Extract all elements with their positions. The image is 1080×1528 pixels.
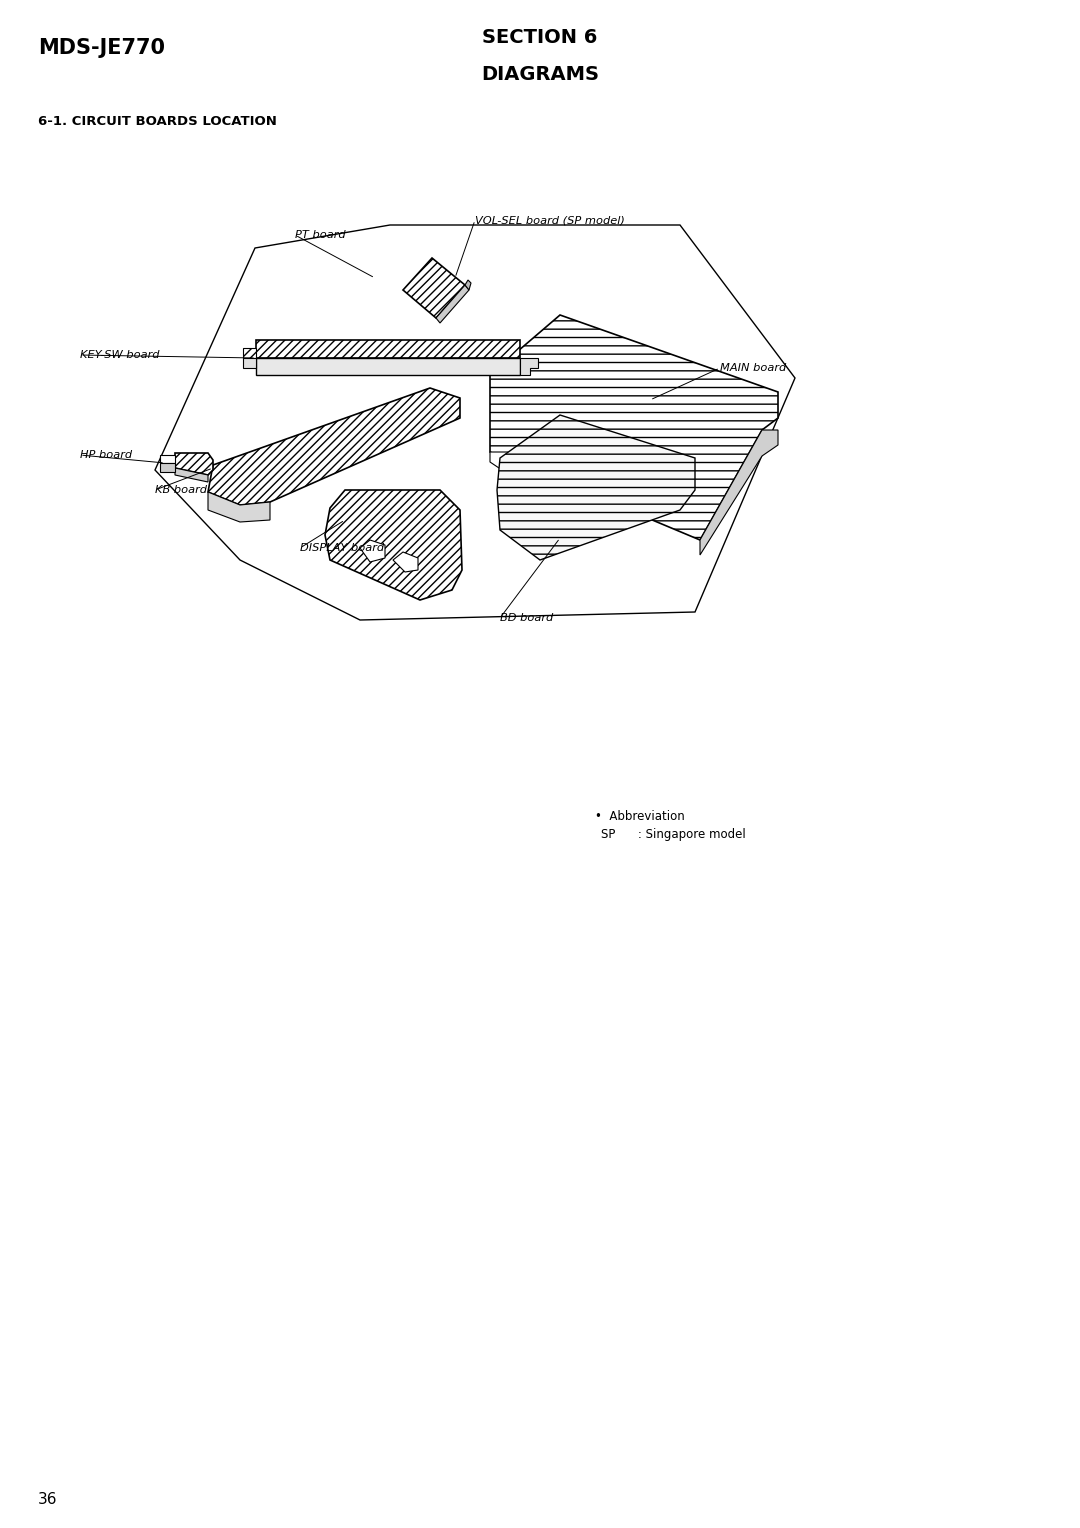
Text: MDS-JE770: MDS-JE770 (38, 38, 165, 58)
Polygon shape (436, 286, 469, 322)
Text: 36: 36 (38, 1491, 57, 1507)
Polygon shape (490, 315, 778, 539)
Text: 6-1. CIRCUIT BOARDS LOCATION: 6-1. CIRCUIT BOARDS LOCATION (38, 115, 276, 128)
Polygon shape (256, 358, 519, 374)
Polygon shape (243, 348, 256, 358)
Text: VOL-SEL board (SP model): VOL-SEL board (SP model) (475, 215, 625, 225)
Polygon shape (156, 225, 795, 620)
Text: BD board: BD board (500, 613, 553, 623)
Polygon shape (360, 539, 384, 562)
Polygon shape (403, 258, 465, 318)
Polygon shape (160, 463, 175, 472)
Text: DIAGRAMS: DIAGRAMS (481, 66, 599, 84)
Text: SP      : Singapore model: SP : Singapore model (600, 828, 746, 840)
Polygon shape (208, 492, 270, 523)
Polygon shape (243, 358, 256, 368)
Text: SECTION 6: SECTION 6 (483, 28, 597, 47)
Text: DISPLAY board: DISPLAY board (300, 542, 384, 553)
Polygon shape (465, 280, 471, 290)
Text: MAIN board: MAIN board (720, 364, 786, 373)
Text: HP board: HP board (80, 451, 132, 460)
Text: KEY-SW board: KEY-SW board (80, 350, 160, 361)
Polygon shape (490, 452, 510, 471)
Polygon shape (208, 388, 460, 504)
Polygon shape (175, 452, 213, 475)
Polygon shape (393, 552, 418, 571)
Polygon shape (256, 341, 519, 358)
Polygon shape (497, 416, 696, 559)
Polygon shape (700, 429, 778, 555)
Text: PT board: PT board (295, 231, 346, 240)
Text: KB board: KB board (156, 484, 207, 495)
Polygon shape (175, 468, 208, 481)
Polygon shape (160, 455, 175, 463)
Text: •  Abbreviation: • Abbreviation (595, 810, 685, 824)
Polygon shape (519, 358, 538, 374)
Polygon shape (325, 490, 462, 601)
